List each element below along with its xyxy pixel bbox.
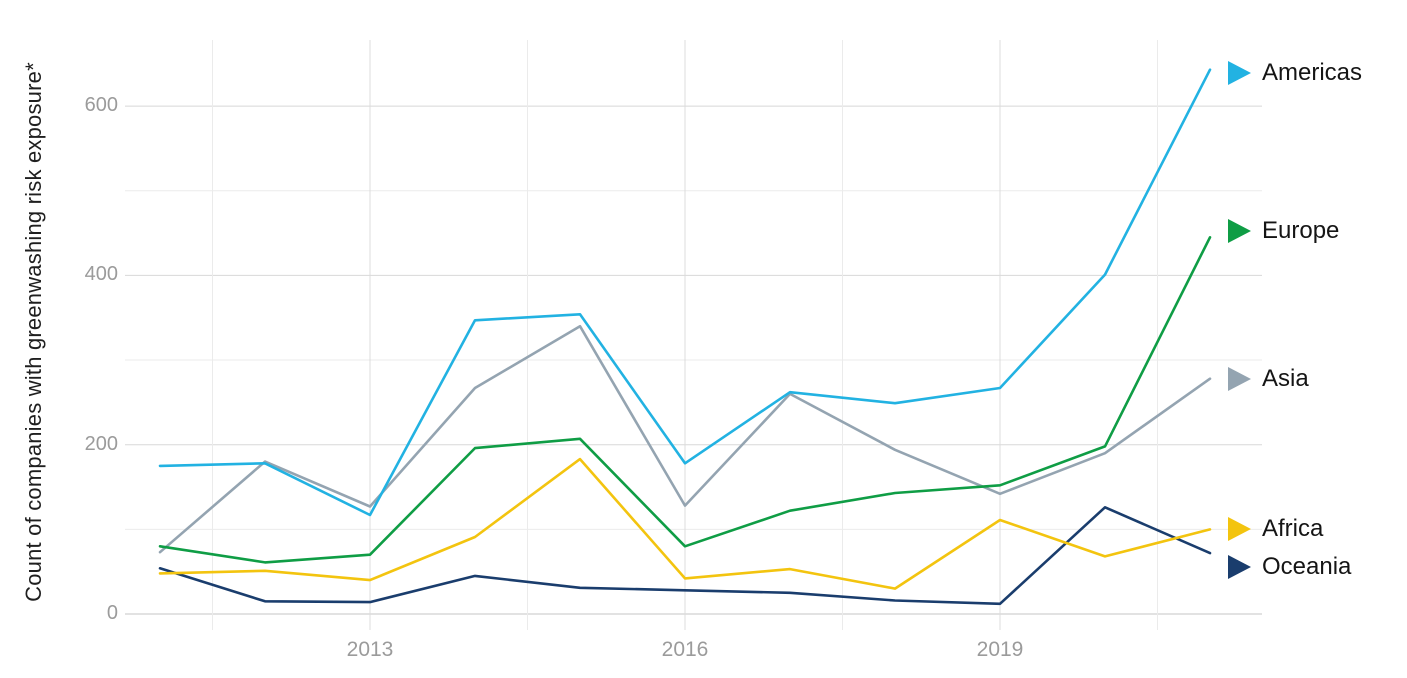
y-axis-title: Count of companies with greenwashing ris…: [21, 62, 46, 602]
right-arrow-icon: [1228, 219, 1251, 244]
y-tick-label: 600: [84, 94, 118, 117]
right-arrow-icon: [1228, 366, 1251, 391]
series-line-oceania: [158, 505, 1212, 606]
legend-item-asia: Asia: [1228, 364, 1309, 394]
x-tick-label: 2016: [661, 638, 709, 661]
legend-label: Americas: [1262, 58, 1363, 86]
series-line-asia: [158, 324, 1212, 554]
right-arrow-icon: [1228, 555, 1251, 580]
legend-item-oceania: Oceania: [1228, 552, 1351, 582]
right-arrow-icon: [1228, 60, 1251, 85]
legend-label: Africa: [1262, 515, 1324, 543]
legend-item-americas: Americas: [1228, 58, 1362, 88]
y-tick-label: 400: [84, 263, 118, 286]
legend-label: Asia: [1262, 364, 1309, 392]
legend-item-europe: Europe: [1228, 216, 1339, 246]
legend-label: Europe: [1262, 217, 1340, 245]
right-arrow-icon: [1228, 517, 1251, 542]
series-line-americas: [158, 68, 1212, 517]
series-line-africa: [158, 457, 1212, 590]
x-tick-label: 2019: [976, 638, 1024, 661]
y-tick-label: 0: [106, 602, 118, 624]
legend-label: Oceania: [1262, 553, 1352, 581]
legend-item-africa: Africa: [1228, 514, 1323, 544]
x-tick-label: 2013: [346, 638, 394, 661]
series-line-europe: [158, 236, 1212, 564]
y-tick-label: 200: [84, 432, 118, 455]
